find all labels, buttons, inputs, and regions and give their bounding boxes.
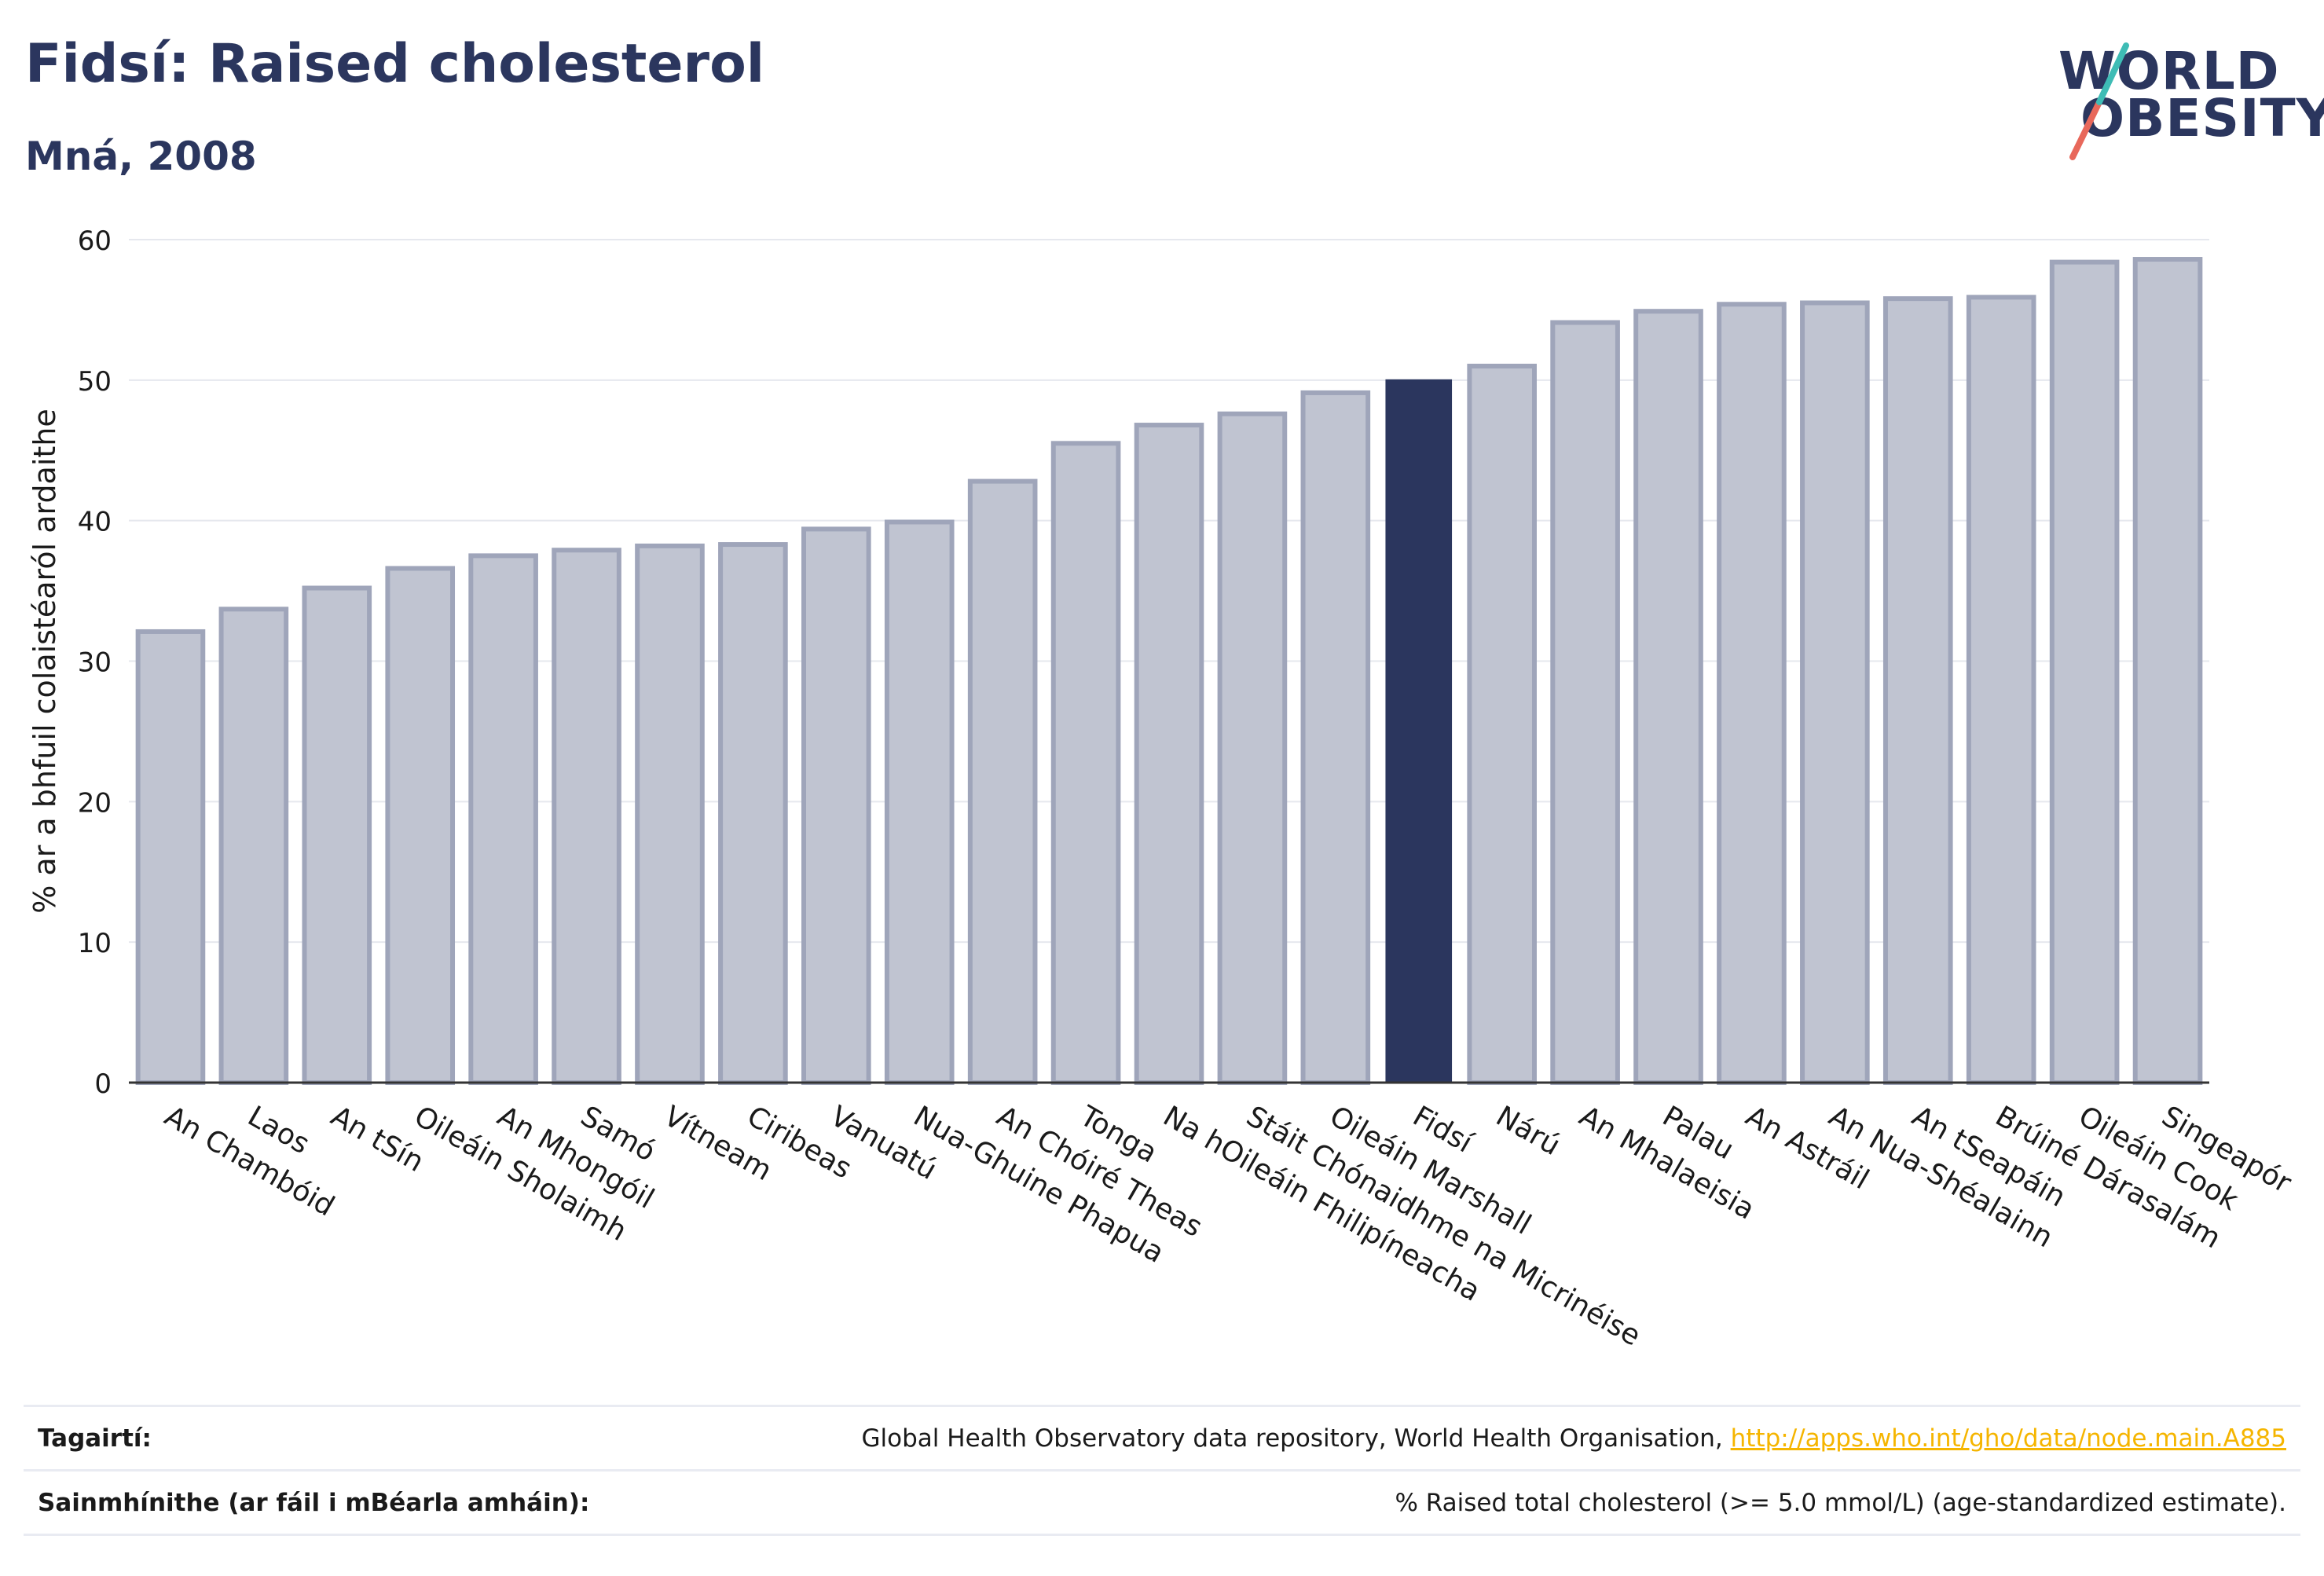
page-subtitle: Mná, 2008: [25, 134, 257, 179]
bar: [302, 585, 372, 1085]
y-axis-ticks: 0 10 20 30 40 50 60: [78, 225, 112, 1100]
y-tick-label: 40: [78, 507, 112, 538]
bar: [718, 542, 788, 1085]
logo-word-obesity: OBESITY: [2080, 88, 2324, 148]
bar: [1633, 309, 1703, 1085]
references-row: Tagairtí: Global Health Observatory data…: [24, 1405, 2300, 1470]
footer-divider: [24, 1534, 2300, 1536]
bar: [2049, 259, 2120, 1086]
y-tick-label: 20: [78, 787, 112, 819]
definitions-text: % Raised total cholesterol (>= 5.0 mmol/…: [1395, 1489, 2286, 1517]
bar: [468, 553, 538, 1085]
bar: [1882, 296, 1953, 1086]
bar-highlighted: [1385, 379, 1453, 1084]
y-axis-label: % ar a bhfuil colaistéaról ardaithe: [27, 409, 62, 914]
bar: [1050, 441, 1121, 1085]
x-tick-label: An tSín: [325, 1100, 429, 1178]
y-tick-label: 0: [94, 1068, 112, 1100]
bar: [552, 548, 621, 1085]
definitions-label: Sainmhínithe (ar fáil i mBéarla amháin):: [38, 1489, 590, 1517]
bar: [884, 519, 955, 1085]
bar: [635, 543, 705, 1085]
y-tick-label: 60: [78, 225, 112, 257]
references-label: Tagairtí:: [38, 1424, 152, 1453]
bar: [1467, 363, 1537, 1085]
bar: [967, 478, 1038, 1085]
logo-slash-icon: [2069, 42, 2129, 160]
bar: [1217, 411, 1288, 1085]
bar: [1134, 423, 1204, 1085]
y-tick-label: 50: [78, 366, 112, 398]
bar: [1717, 302, 1787, 1086]
bar: [135, 629, 206, 1085]
bar: [801, 526, 871, 1085]
bar: [2132, 257, 2203, 1086]
bar: [1966, 295, 2036, 1086]
bar: [1550, 320, 1620, 1086]
x-tick-label: Nárú: [1490, 1100, 1566, 1162]
bar: [385, 566, 456, 1086]
bar: [1300, 390, 1371, 1085]
references-link[interactable]: http://apps.who.int/gho/data/node.main.A…: [1730, 1424, 2286, 1453]
bar: [218, 607, 289, 1085]
logo-word-world: WORLD: [2058, 41, 2280, 101]
y-tick-label: 10: [78, 928, 112, 959]
references-text: Global Health Observatory data repositor…: [861, 1424, 1731, 1453]
references-value: Global Health Observatory data repositor…: [862, 1424, 2286, 1453]
page-title: Fidsí: Raised cholesterol: [25, 33, 765, 95]
world-obesity-logo: WORLD OBESITY: [2051, 31, 2324, 165]
definitions-row: Sainmhínithe (ar fáil i mBéarla amháin):…: [24, 1469, 2300, 1534]
y-tick-label: 30: [78, 647, 112, 679]
bar: [1800, 300, 1870, 1086]
bars: [135, 257, 2203, 1086]
